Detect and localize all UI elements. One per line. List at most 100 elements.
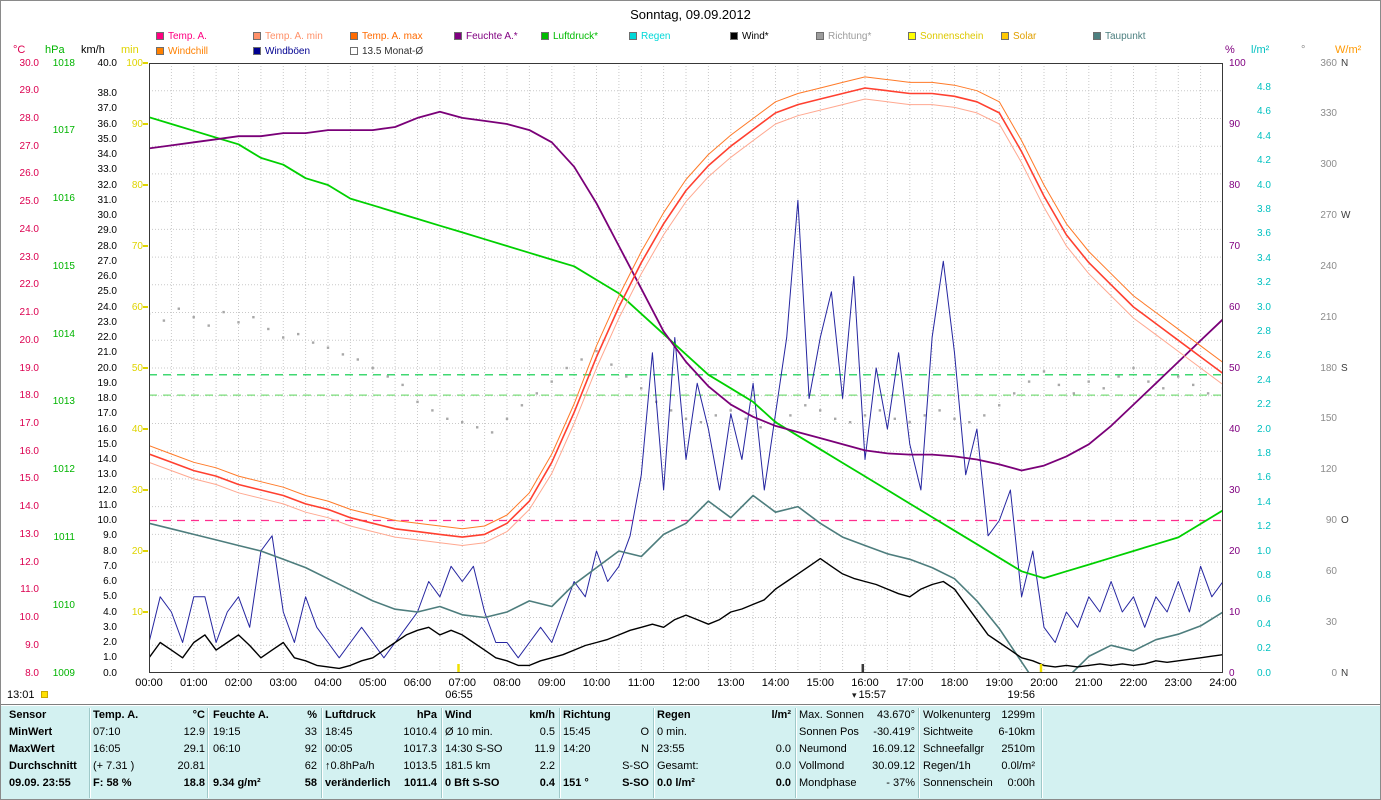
- plot-area[interactable]: [149, 63, 1223, 673]
- axis-kmh-label: 26.0: [97, 271, 117, 282]
- axis-celsius-label: 10.0: [19, 612, 39, 624]
- axis-pct-label: 20: [1229, 545, 1241, 557]
- legend-swatch-icon: [1001, 32, 1009, 40]
- status-value: 1013.5: [403, 760, 437, 772]
- legend-item-windchill[interactable]: Windchill: [156, 45, 208, 57]
- column-divider: [441, 708, 442, 798]
- legend-label: Temp. A. max: [362, 30, 423, 42]
- axis-kmh-label: 35.0: [97, 133, 117, 145]
- legend-label: Temp. A. min: [265, 30, 323, 42]
- axis-rain-label: 0.4: [1257, 618, 1271, 630]
- status-value: S-SO: [622, 760, 649, 772]
- astro-label: Sonnenschein: [923, 777, 993, 789]
- status-value-label: 15:45: [563, 726, 591, 738]
- axis-celsius-label: 30.0: [19, 57, 39, 69]
- legend-item-13-5-monat[interactable]: 13.5 Monat-Ø: [350, 45, 423, 57]
- series-taupunkt: [149, 494, 1223, 673]
- axis-kmh-label: 30.0: [97, 210, 117, 221]
- axis-deg-label: 240: [1320, 260, 1337, 272]
- status-value: 1011.4: [403, 777, 437, 789]
- axis-rain-label: 3.2: [1257, 277, 1271, 289]
- time-label: 02:00: [224, 677, 253, 689]
- axis-kmh-label: 7.0: [103, 560, 117, 572]
- legend-item-solar[interactable]: Solar: [1001, 30, 1036, 42]
- status-value: 2.2: [539, 760, 555, 772]
- axis-celsius-label: 18.0: [19, 390, 39, 402]
- status-value: O: [640, 726, 649, 738]
- axis-minutes-label: 70: [131, 240, 143, 252]
- status-row-label: 09.09. 23:55: [9, 777, 71, 789]
- axis-kmh-label: 1.0: [103, 652, 117, 664]
- axis-hpa-label: 1010: [52, 599, 75, 611]
- status-value: 1010.4: [403, 726, 437, 738]
- astro-value: 16.09.12: [872, 743, 915, 755]
- axis-rain-label: 3.4: [1257, 252, 1271, 264]
- axis-rain-label: 2.8: [1257, 325, 1271, 337]
- series-temp-a: [149, 87, 1223, 538]
- axis-kmh-label: 4.0: [103, 606, 117, 618]
- legend-item-temp-a-min[interactable]: Temp. A. min: [253, 30, 323, 42]
- legend-item-regen[interactable]: Regen: [629, 30, 670, 42]
- axis-minutes-tick: [143, 62, 148, 64]
- status-col-header: Feuchte A.: [213, 709, 269, 721]
- series-temp-a-min: [149, 98, 1223, 546]
- time-label: 23:00: [1164, 677, 1193, 689]
- status-value-label: 181.5 km: [445, 760, 491, 772]
- legend-item-temp-a-max[interactable]: Temp. A. max: [350, 30, 423, 42]
- legend-item-taupunkt[interactable]: Taupunkt: [1093, 30, 1146, 42]
- status-row-label: Durchschnitt: [9, 760, 77, 772]
- axis-minutes-label: 40: [131, 423, 143, 435]
- axis-kmh-label: 5.0: [103, 591, 117, 603]
- axis-minutes-label: 10: [131, 606, 143, 618]
- status-value: 92: [304, 743, 317, 755]
- time-label: 20:00: [1030, 677, 1058, 689]
- status-value-label: veränderlich: [325, 777, 391, 789]
- axis-minutes-label: 90: [131, 118, 143, 130]
- axis-minutes-label: 50: [131, 362, 143, 374]
- axis-kmh-label: 31.0: [97, 194, 117, 206]
- axis-celsius-label: 13.0: [19, 528, 39, 540]
- axis-deg-label: 360 N: [1320, 57, 1349, 69]
- status-row-label: MinWert: [9, 726, 53, 738]
- axis-pct-label: 100: [1229, 57, 1246, 69]
- legend-item-wind[interactable]: Wind*: [730, 30, 769, 42]
- axis-minutes-label: 20: [131, 545, 143, 557]
- time-label: 10:00: [582, 677, 611, 689]
- legend-item-windb-en[interactable]: Windböen: [253, 45, 310, 57]
- sunset-time: 19:56: [1007, 689, 1035, 701]
- legend-item-temp-a[interactable]: Temp. A.: [156, 30, 207, 42]
- axis-kmh-label: 36.0: [97, 118, 117, 130]
- legend-item-sonnenschein[interactable]: Sonnenschein: [908, 30, 983, 42]
- legend-swatch-icon: [156, 32, 164, 40]
- status-value-label: F: 58 %: [93, 777, 132, 789]
- legend-item-feuchte-a[interactable]: Feuchte A.*: [454, 30, 518, 42]
- axis-hpa-label: 1013: [52, 396, 75, 408]
- axis-celsius-label: 16.0: [19, 445, 39, 457]
- time-label: 07:00: [448, 677, 477, 689]
- status-bar: Sensor MinWert MaxWert Durchschnitt 09.09. 2…: [1, 704, 1380, 799]
- axis-celsius-label: 21.0: [19, 307, 39, 319]
- time-label: 04:00: [314, 677, 342, 689]
- axis-hpa-label: 1014: [52, 328, 75, 340]
- astro-label: Vollmond: [799, 760, 845, 772]
- axis-kmh-label: 18.0: [97, 393, 117, 404]
- status-value: 33: [304, 726, 317, 738]
- axis-pct-label: 40: [1229, 423, 1241, 435]
- axis-rain-label: 2.0: [1257, 423, 1271, 435]
- legend-label: Sonnenschein: [920, 30, 984, 42]
- axis-celsius-label: 19.0: [19, 362, 39, 374]
- axis-deg-label: 120: [1320, 464, 1337, 476]
- time-label: 13:00: [716, 677, 745, 689]
- legend-item-luftdruck[interactable]: Luftdruck*: [541, 30, 598, 42]
- legend-item-richtung[interactable]: Richtung*: [816, 30, 871, 42]
- legend-label: Regen: [641, 30, 671, 42]
- legend-label: Windböen: [265, 45, 311, 57]
- status-value: 1017.3: [403, 743, 437, 755]
- time-label: 24:00: [1209, 677, 1237, 689]
- axis-celsius-label: 14.0: [19, 501, 39, 513]
- legend-swatch-icon: [908, 32, 916, 40]
- axis-deg-label: 300: [1320, 159, 1337, 171]
- astro-label: Max. Sonnen: [799, 709, 864, 721]
